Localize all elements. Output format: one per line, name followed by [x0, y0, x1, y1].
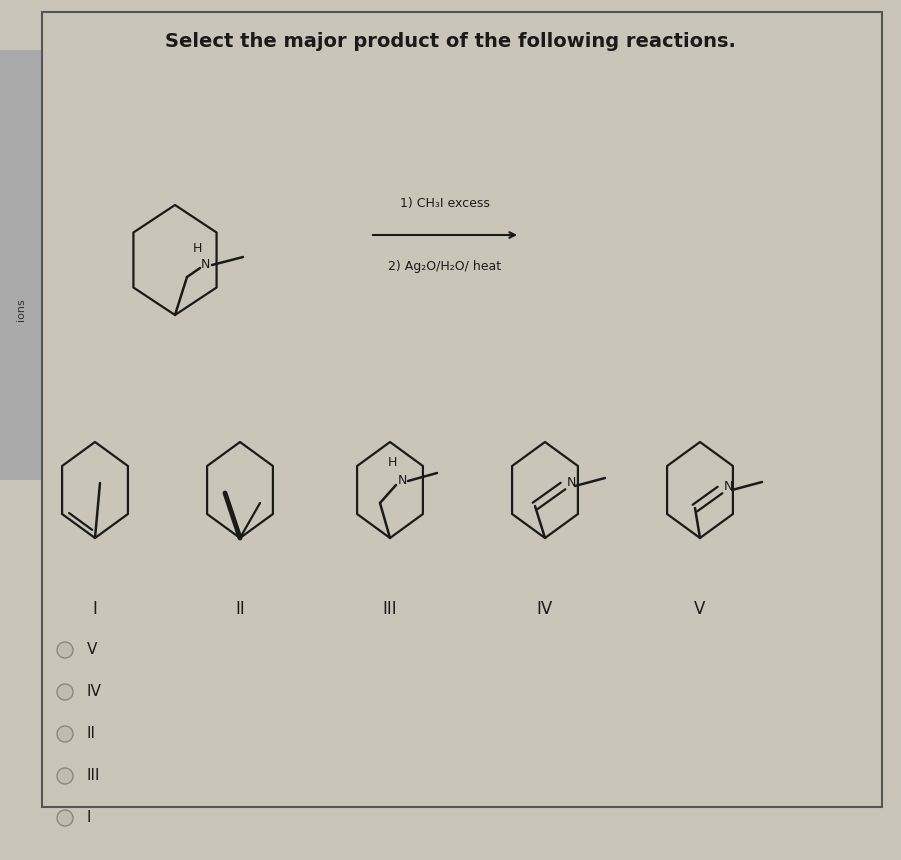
Circle shape — [57, 684, 73, 700]
Text: N: N — [397, 475, 406, 488]
Text: IV: IV — [537, 600, 553, 618]
Text: V: V — [87, 642, 97, 658]
Text: I: I — [93, 600, 97, 618]
Text: II: II — [87, 727, 96, 741]
Text: N: N — [200, 259, 210, 272]
Text: I: I — [87, 810, 92, 826]
Circle shape — [57, 642, 73, 658]
Text: N: N — [724, 480, 733, 493]
Text: III: III — [87, 769, 101, 783]
Text: H: H — [387, 457, 396, 470]
Text: IV: IV — [87, 685, 102, 699]
Text: ions: ions — [16, 298, 26, 322]
Text: III: III — [383, 600, 397, 618]
Text: H: H — [192, 243, 202, 255]
Text: 2) Ag₂O/H₂O/ heat: 2) Ag₂O/H₂O/ heat — [388, 260, 502, 273]
Text: II: II — [235, 600, 245, 618]
Circle shape — [57, 810, 73, 826]
Text: V: V — [695, 600, 705, 618]
Text: 1) CH₃I excess: 1) CH₃I excess — [400, 197, 490, 210]
Circle shape — [57, 768, 73, 784]
FancyBboxPatch shape — [0, 50, 42, 480]
Text: Select the major product of the following reactions.: Select the major product of the followin… — [165, 32, 735, 51]
Text: N: N — [567, 476, 576, 488]
Circle shape — [57, 726, 73, 742]
